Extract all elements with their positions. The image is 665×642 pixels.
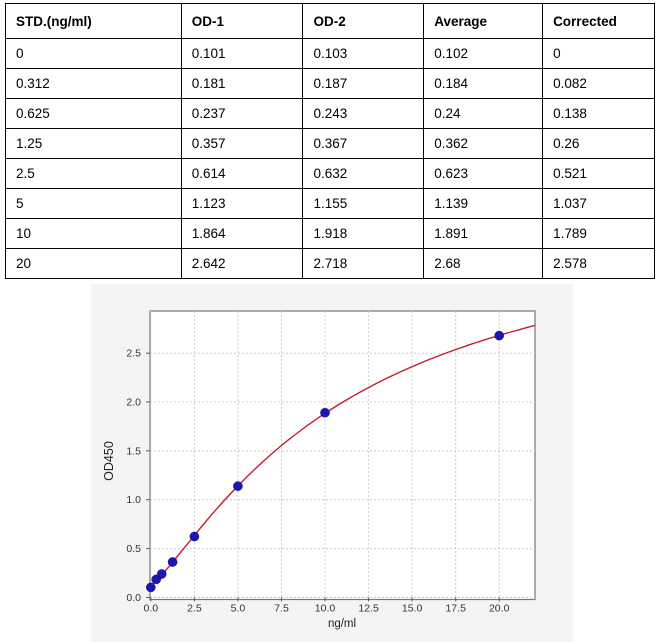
svg-text:7.5: 7.5 [274, 602, 289, 614]
svg-text:10.0: 10.0 [315, 602, 336, 614]
svg-text:0.5: 0.5 [126, 543, 141, 555]
svg-text:5.0: 5.0 [231, 602, 246, 614]
svg-text:1.5: 1.5 [126, 445, 141, 457]
svg-text:1.0: 1.0 [126, 494, 141, 506]
svg-text:2.5: 2.5 [187, 602, 202, 614]
svg-text:0.0: 0.0 [143, 602, 158, 614]
svg-text:2.0: 2.0 [126, 397, 141, 409]
svg-text:20.0: 20.0 [489, 602, 510, 614]
svg-text:ng/ml: ng/ml [328, 618, 356, 630]
svg-text:OD450: OD450 [102, 441, 116, 481]
svg-text:17.5: 17.5 [445, 602, 466, 614]
svg-text:12.5: 12.5 [358, 602, 379, 614]
svg-text:2.5: 2.5 [126, 348, 141, 360]
svg-text:0.0: 0.0 [126, 592, 141, 604]
svg-text:15.0: 15.0 [402, 602, 423, 614]
